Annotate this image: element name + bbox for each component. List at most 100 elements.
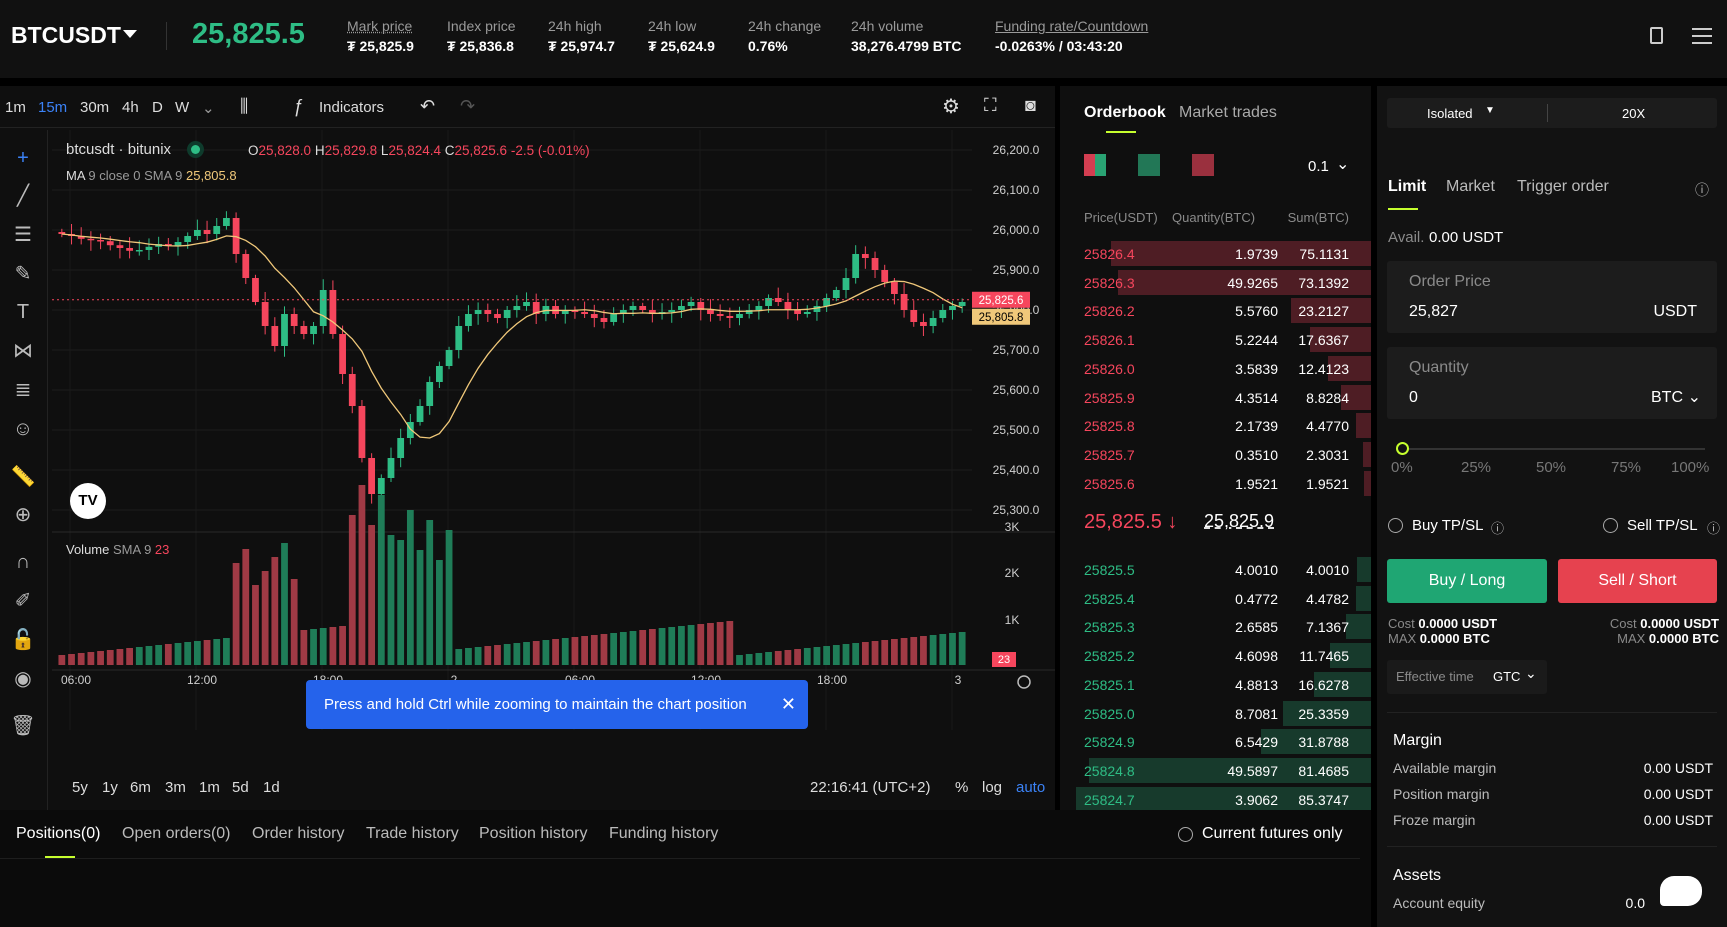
symbol-selector[interactable]: BTCUSDT: [11, 22, 121, 48]
tab-trigger-order[interactable]: Trigger order: [1517, 178, 1609, 195]
chevron-down-icon[interactable]: ⌄: [1336, 156, 1350, 173]
timeframe-w[interactable]: W: [175, 99, 190, 116]
pattern-icon[interactable]: ⋈: [13, 340, 33, 362]
calculator-icon[interactable]: [1650, 27, 1663, 44]
slider-50[interactable]: 50%: [1536, 459, 1567, 476]
indicators-icon[interactable]: ƒ: [293, 96, 304, 116]
tradingview-logo[interactable]: TV: [70, 483, 106, 519]
ask-row[interactable]: 25825.9 4.3514 8.8284: [1060, 384, 1371, 412]
bid-row[interactable]: 25825.2 4.6098 11.7465: [1060, 642, 1371, 670]
range-1d[interactable]: 1d: [263, 779, 280, 796]
sell-tpsl-checkbox[interactable]: [1603, 518, 1618, 533]
orderbook-bids-icon[interactable]: [1138, 154, 1160, 176]
menu-icon[interactable]: [1692, 28, 1712, 44]
trash-icon[interactable]: 🗑: [10, 715, 36, 737]
percent-scale-toggle[interactable]: %: [955, 779, 969, 796]
timeframe-30m[interactable]: 30m: [80, 99, 110, 116]
tab-funding-history[interactable]: Funding history: [609, 825, 719, 842]
bid-row[interactable]: 25825.5 4.0010 4.0010: [1060, 556, 1371, 584]
current-futures-checkbox[interactable]: [1178, 827, 1193, 842]
crosshair-icon[interactable]: +: [17, 147, 29, 169]
info-icon[interactable]: ⓘ: [1707, 521, 1721, 536]
indicators-button[interactable]: Indicators: [319, 99, 385, 116]
range-5d[interactable]: 5d: [232, 779, 249, 796]
log-scale-toggle[interactable]: log: [982, 779, 1003, 796]
ask-row[interactable]: 25826.4 1.9739 75.1131: [1060, 240, 1371, 268]
chevron-down-icon[interactable]: ⌄: [202, 100, 215, 117]
zoom-in-icon[interactable]: ⊕: [14, 504, 32, 526]
margin-mode-select[interactable]: Isolated ▼ 20X: [1387, 98, 1717, 128]
text-tool-icon[interactable]: T: [16, 301, 30, 323]
slider-25[interactable]: 25%: [1461, 459, 1492, 476]
chat-support-button[interactable]: [1660, 876, 1702, 906]
info-icon[interactable]: ⓘ: [1491, 521, 1505, 536]
trendline-icon[interactable]: ╱: [16, 185, 30, 207]
tab-market[interactable]: Market: [1446, 178, 1495, 195]
ask-row[interactable]: 25825.7 0.3510 2.3031: [1060, 441, 1371, 469]
close-icon[interactable]: ✕: [780, 694, 796, 714]
ruler-icon[interactable]: 📏: [10, 466, 36, 488]
tab-orderbook[interactable]: Orderbook: [1084, 104, 1166, 121]
price-chart[interactable]: 26,200.026,100.026,000.025,900.025,800.0…: [52, 130, 1055, 770]
timeframe-1m[interactable]: 1m: [5, 99, 26, 116]
tab-open-orders[interactable]: Open orders(0): [122, 825, 231, 842]
tab-positions[interactable]: Positions(0): [16, 825, 101, 842]
redo-icon[interactable]: ↷: [460, 96, 476, 116]
orderbook-both-icon[interactable]: [1084, 154, 1106, 176]
range-3m[interactable]: 3m: [165, 779, 186, 796]
leverage-button[interactable]: 20X: [1622, 106, 1646, 121]
caret-down-icon[interactable]: [123, 30, 137, 38]
order-price-field[interactable]: Order Price 25,827 USDT: [1387, 261, 1717, 333]
ask-row[interactable]: 25826.2 5.5760 23.2127: [1060, 297, 1371, 325]
info-icon[interactable]: ⓘ: [1695, 182, 1709, 198]
timeframe-4h[interactable]: 4h: [122, 99, 139, 116]
ask-row[interactable]: 25825.6 1.9521 1.9521: [1060, 470, 1371, 498]
magnet-icon[interactable]: ∩: [15, 551, 31, 573]
slider-100[interactable]: 100%: [1671, 459, 1710, 476]
bid-row[interactable]: 25825.1 4.8813 16.6278: [1060, 671, 1371, 699]
slider-handle[interactable]: [1396, 442, 1409, 455]
tab-market-trades[interactable]: Market trades: [1179, 104, 1277, 121]
tab-trade-history[interactable]: Trade history: [366, 825, 459, 842]
sell-short-button[interactable]: Sell / Short: [1558, 559, 1717, 603]
range-1y[interactable]: 1y: [102, 779, 118, 796]
buy-tpsl-checkbox[interactable]: [1388, 518, 1403, 533]
auto-scale-toggle[interactable]: auto: [1016, 779, 1046, 796]
orderbook-asks-icon[interactable]: [1192, 154, 1214, 176]
range-6m[interactable]: 6m: [130, 779, 151, 796]
slider-75[interactable]: 75%: [1611, 459, 1642, 476]
emoji-icon[interactable]: ☺: [12, 418, 34, 440]
bid-row[interactable]: 25825.0 8.7081 25.3359: [1060, 700, 1371, 728]
buy-tpsl-label[interactable]: Buy TP/SL: [1412, 517, 1484, 534]
fullscreen-icon[interactable]: ⛶: [984, 95, 997, 115]
effective-time-select[interactable]: Effective time GTC ⌄: [1387, 660, 1547, 694]
bid-row[interactable]: 25824.9 6.5429 31.8788: [1060, 728, 1371, 756]
range-5y[interactable]: 5y: [72, 779, 88, 796]
eye-icon[interactable]: ◉: [14, 668, 32, 690]
bid-row[interactable]: 25825.4 0.4772 4.4782: [1060, 585, 1371, 613]
bid-row[interactable]: 25824.8 49.5897 81.4685: [1060, 757, 1371, 785]
range-1m[interactable]: 1m: [199, 779, 220, 796]
timeframe-15m[interactable]: 15m: [38, 99, 68, 116]
horizontal-lines-icon[interactable]: ☰: [14, 224, 32, 246]
undo-icon[interactable]: ↶: [420, 96, 436, 116]
tab-position-history[interactable]: Position history: [479, 825, 588, 842]
tab-order-history[interactable]: Order history: [252, 825, 345, 842]
quantity-slider[interactable]: [1400, 448, 1705, 450]
slider-0[interactable]: 0%: [1391, 459, 1413, 476]
bid-row[interactable]: 25825.3 2.6585 7.1367: [1060, 613, 1371, 641]
tab-limit[interactable]: Limit: [1388, 178, 1427, 195]
chevron-down-icon[interactable]: ⌄: [1687, 389, 1701, 406]
ask-row[interactable]: 25826.0 3.5839 12.4123: [1060, 355, 1371, 383]
camera-icon[interactable]: ◙: [1025, 95, 1036, 115]
quantity-field[interactable]: Quantity 0 BTC ⌄: [1387, 347, 1717, 419]
settings-gear-icon[interactable]: ⚙: [942, 96, 960, 118]
timeframe-d[interactable]: D: [152, 99, 163, 116]
ask-row[interactable]: 25826.3 49.9265 73.1392: [1060, 269, 1371, 297]
precision-select[interactable]: 0.1: [1308, 158, 1329, 175]
ask-row[interactable]: 25825.8 2.1739 4.4770: [1060, 412, 1371, 440]
ask-row[interactable]: 25826.1 5.2244 17.6367: [1060, 326, 1371, 354]
current-futures-label[interactable]: Current futures only: [1202, 825, 1343, 842]
bid-row[interactable]: 25824.7 3.9062 85.3747: [1060, 786, 1371, 814]
buy-long-button[interactable]: Buy / Long: [1387, 559, 1547, 603]
